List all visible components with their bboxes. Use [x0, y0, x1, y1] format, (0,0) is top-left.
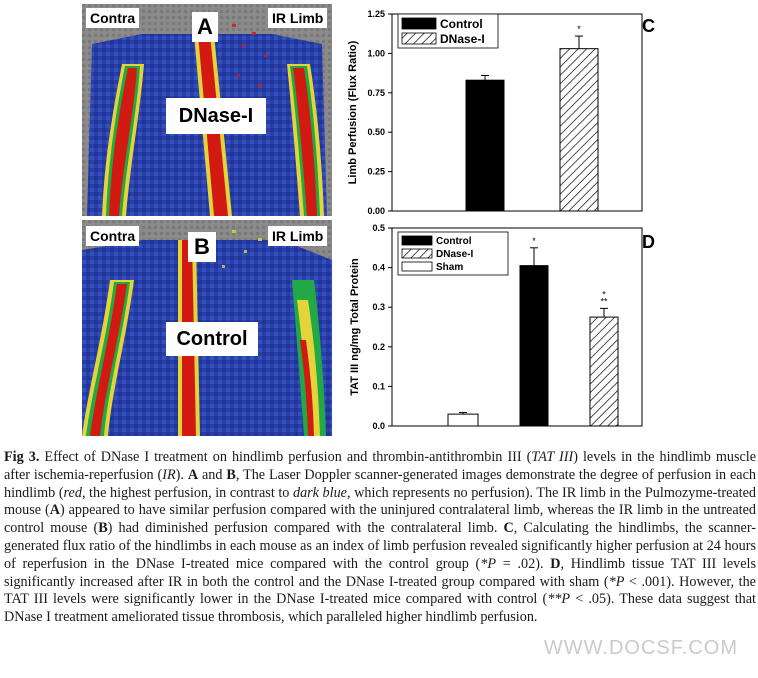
ir-limb-label: IR Limb: [268, 8, 328, 28]
caption-text: Fig 3. Effect of DNase I treatment on hi…: [4, 449, 757, 626]
y-axis-label: Limb Perfusion (Flux Ratio): [347, 40, 359, 184]
bar-sham: [447, 413, 479, 427]
significance-mark: *: [532, 236, 536, 246]
y-tick-label: 0.75: [367, 88, 385, 98]
treatment-label: Control: [166, 322, 258, 356]
y-tick-label: 0.00: [367, 206, 385, 216]
y-axis-label: TAT III ng/mg Total Protein: [349, 258, 361, 396]
y-tick-label: 0.4: [372, 263, 385, 273]
y-tick-label: 0.50: [367, 127, 385, 137]
watermark: WWW.DOCSF.COM: [543, 637, 738, 659]
contra-label: Contra: [86, 226, 140, 246]
plot-frame: [391, 13, 643, 212]
legend-label: Control: [436, 236, 472, 247]
figure-caption: Fig 3. Effect of DNase I treatment on hi…: [4, 449, 756, 627]
y-tick-label: 0.1: [372, 381, 385, 391]
treatment-label: DNase-I: [166, 98, 266, 134]
significance-mark: **: [600, 296, 608, 306]
chart-d-tat-iii: 0.0 0.1 0.2 0.3 0.4 0.5 TAT III ng/mg Total Pr…: [349, 223, 655, 431]
chart-c-limb-perfusion: 0.00 0.25 0.50 0.75 1.00 1.25 Limb Perfusion (…: [347, 9, 655, 216]
panel-letter: D: [642, 232, 655, 252]
bar-control: [465, 79, 505, 212]
legend-swatch: [401, 17, 437, 30]
legend-label: DNase-I: [436, 249, 473, 260]
legend-swatch: [401, 248, 433, 259]
panel-letter: C: [642, 16, 655, 36]
legend-swatch: [401, 261, 433, 272]
significance-mark: *: [577, 24, 581, 34]
legend-swatch: [401, 32, 437, 45]
legend-label: Control: [440, 17, 483, 31]
y-tick-label: 0.3: [372, 302, 385, 312]
y-tick-label: 1.00: [367, 48, 385, 58]
legend: Control DNase-I Sham: [397, 231, 509, 276]
laser-doppler-image-a: Contra A IR Limb DNase-I: [82, 4, 332, 216]
y-tick-label: 1.25: [367, 9, 385, 19]
plot-frame: [391, 227, 643, 427]
y-tick-label: 0.0: [372, 421, 385, 431]
bar-control: [519, 265, 549, 427]
bar-dnasei: [589, 316, 619, 427]
legend-swatch: [401, 235, 433, 246]
panel-letter: B: [188, 232, 216, 262]
legend-label: Sham: [436, 262, 463, 273]
contra-label: Contra: [86, 8, 140, 28]
y-tick-label: 0.2: [372, 342, 385, 352]
significance-mark: *: [602, 289, 606, 299]
y-tick-label: 0.25: [367, 167, 385, 177]
y-tick-label: 0.5: [372, 223, 385, 233]
panel-letter: A: [192, 12, 218, 42]
laser-doppler-image-b: Contra B IR Limb Control: [82, 220, 332, 436]
ir-limb-label: IR Limb: [268, 226, 328, 246]
bar-dnasei: [559, 48, 599, 212]
legend-label: DNase-I: [440, 32, 485, 46]
